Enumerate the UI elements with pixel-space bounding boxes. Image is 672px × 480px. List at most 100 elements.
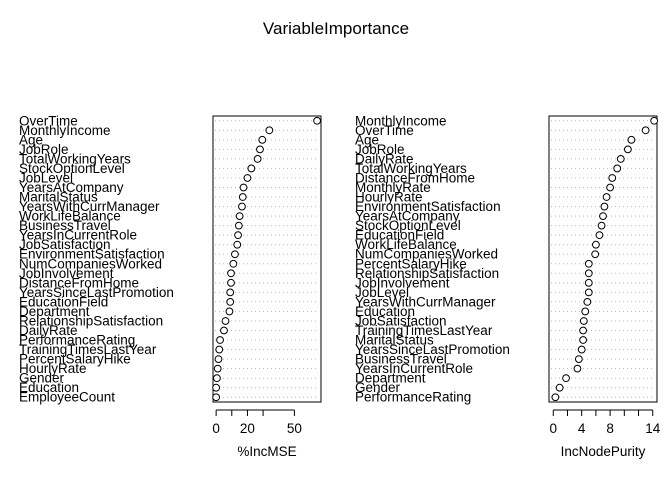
incmse-panel: OverTimeMonthlyIncomeAgeJobRoleTotalWork… bbox=[19, 113, 322, 459]
data-point bbox=[212, 393, 221, 402]
data-point bbox=[613, 164, 622, 173]
variable-label: TrainingTimesLastYear bbox=[19, 342, 157, 357]
plot-frame bbox=[548, 115, 658, 403]
variable-label: MaritalStatus bbox=[355, 333, 434, 348]
data-point bbox=[253, 155, 262, 163]
variable-label: JobRole bbox=[355, 142, 405, 157]
variable-label: MaritalStatus bbox=[19, 190, 98, 205]
data-point bbox=[213, 364, 222, 373]
variable-label: DistanceFromHome bbox=[19, 275, 139, 290]
chart-title: VariableImportance bbox=[263, 19, 409, 38]
variable-label: RelationshipSatisfaction bbox=[19, 313, 163, 328]
data-point bbox=[238, 202, 246, 211]
variable-label: JobLevel bbox=[19, 170, 73, 185]
variable-label: Gender bbox=[19, 371, 65, 386]
data-point bbox=[215, 345, 224, 354]
data-point bbox=[599, 212, 607, 221]
data-point bbox=[616, 155, 625, 163]
variable-label: JobInvolvement bbox=[355, 275, 450, 290]
variable-label: JobLevel bbox=[355, 285, 409, 300]
data-point bbox=[583, 298, 592, 306]
variable-label: BusinessTravel bbox=[355, 352, 447, 367]
variable-label: JobRole bbox=[19, 142, 69, 157]
plot-frame bbox=[212, 115, 322, 403]
data-point bbox=[265, 126, 274, 135]
variable-label: YearsWithCurrManager bbox=[355, 294, 496, 309]
variable-label: Department bbox=[355, 371, 426, 386]
variable-label: YearsWithCurrManager bbox=[19, 199, 160, 214]
x-tick-label: 50 bbox=[287, 421, 302, 436]
variable-label: EnvironmentSatisfaction bbox=[19, 247, 165, 262]
data-point bbox=[573, 364, 582, 373]
data-point bbox=[591, 250, 600, 259]
data-point bbox=[213, 374, 221, 383]
data-point bbox=[595, 231, 604, 240]
data-point bbox=[579, 317, 588, 325]
variable-label: PercentSalaryHike bbox=[19, 352, 131, 367]
data-point bbox=[641, 126, 650, 135]
data-point bbox=[579, 336, 588, 344]
variable-label: YearsAtCompany bbox=[355, 209, 460, 224]
variable-label: DistanceFromHome bbox=[355, 170, 475, 185]
data-point bbox=[627, 135, 636, 144]
data-point bbox=[233, 240, 242, 249]
variable-label: YearsSinceLastPromotion bbox=[19, 285, 174, 300]
variable-label: EducationField bbox=[355, 228, 444, 243]
data-point bbox=[243, 174, 252, 182]
x-tick-label: 0 bbox=[550, 421, 558, 436]
x-tick-label: 0 bbox=[212, 421, 220, 436]
variable-label: EducationField bbox=[19, 294, 108, 309]
variable-label: NumCompaniesWorked bbox=[355, 247, 498, 262]
data-point bbox=[623, 145, 632, 154]
data-point bbox=[220, 326, 228, 335]
data-point bbox=[231, 250, 239, 259]
data-point bbox=[258, 135, 267, 144]
variable-label: OverTime bbox=[355, 123, 414, 138]
variable-label: MonthlyIncome bbox=[19, 123, 111, 138]
variable-label: Gender bbox=[355, 380, 401, 395]
data-point bbox=[602, 193, 611, 201]
data-point bbox=[238, 193, 247, 201]
data-point bbox=[562, 374, 570, 383]
variable-label: YearsAtCompany bbox=[19, 180, 124, 195]
data-point bbox=[235, 212, 244, 221]
data-point bbox=[608, 174, 617, 182]
variable-label: NumCompaniesWorked bbox=[19, 256, 162, 271]
variable-label: TotalWorkingYears bbox=[355, 161, 467, 176]
data-point bbox=[577, 345, 586, 354]
x-tick-label: 20 bbox=[240, 421, 255, 436]
variable-label: StockOptionLevel bbox=[355, 218, 461, 233]
data-point bbox=[597, 221, 606, 230]
variable-label: PerformanceRating bbox=[19, 333, 135, 348]
x-tick-label: 8 bbox=[606, 421, 614, 436]
variable-label: HourlyRate bbox=[355, 190, 423, 205]
variable-label: DailyRate bbox=[355, 151, 414, 166]
variable-label: Education bbox=[19, 380, 79, 395]
data-point bbox=[313, 116, 321, 125]
data-point bbox=[551, 393, 560, 402]
x-tick-label: 4 bbox=[578, 421, 586, 436]
variable-label: Age bbox=[19, 132, 43, 147]
data-point bbox=[584, 278, 593, 287]
variable-label: HourlyRate bbox=[19, 361, 87, 376]
data-point bbox=[227, 278, 235, 287]
data-point bbox=[212, 383, 221, 392]
data-point bbox=[584, 259, 593, 268]
variable-label: WorkLifeBalance bbox=[19, 209, 121, 224]
data-point bbox=[650, 116, 659, 125]
variable-label: DailyRate bbox=[19, 323, 78, 338]
data-point bbox=[555, 383, 564, 392]
data-point bbox=[581, 307, 590, 316]
variable-label: YearsInCurrentRole bbox=[19, 228, 137, 243]
data-point bbox=[226, 288, 235, 297]
data-point bbox=[226, 298, 235, 306]
variable-label: Department bbox=[19, 304, 90, 319]
variable-label: YearsInCurrentRole bbox=[355, 361, 473, 376]
variable-label: Education bbox=[355, 304, 415, 319]
x-axis-label: %IncMSE bbox=[237, 444, 296, 459]
data-point bbox=[606, 183, 615, 192]
variable-label: JobSatisfaction bbox=[19, 237, 111, 252]
variable-label: PerformanceRating bbox=[355, 390, 471, 405]
data-point bbox=[591, 240, 600, 249]
